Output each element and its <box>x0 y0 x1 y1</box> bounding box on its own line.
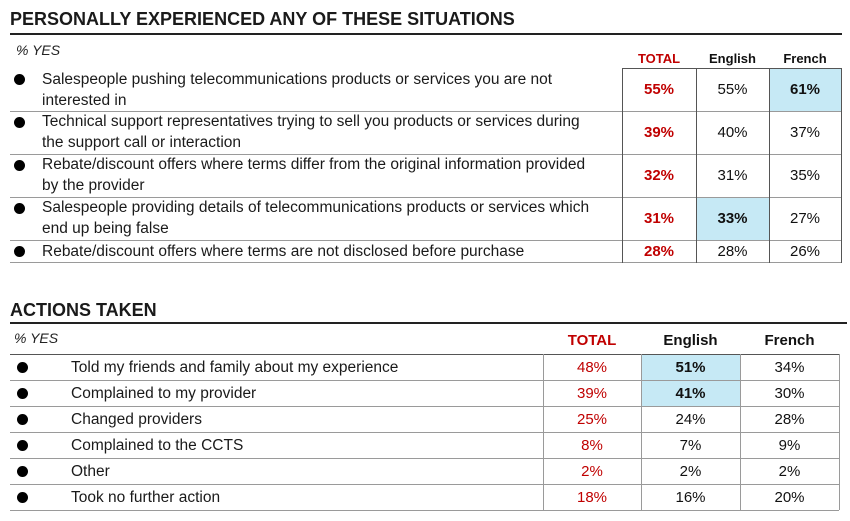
cell-total: 8% <box>581 436 603 454</box>
cell-french: 9% <box>778 436 801 454</box>
bullet <box>14 74 25 85</box>
row-label: Told my friends and family about my expe… <box>71 359 399 376</box>
table-rule <box>622 68 623 263</box>
cell-english: 51% <box>641 354 740 380</box>
row-label: Complained to the CCTS <box>71 437 244 454</box>
bullet <box>17 440 28 451</box>
cell-french: 26% <box>789 242 821 260</box>
yes-caption-experienced: % YES <box>16 42 61 58</box>
section-title-experienced: PERSONALLY EXPERIENCED ANY OF THESE SITU… <box>10 9 515 29</box>
bullet <box>17 388 28 399</box>
table-rule <box>10 510 839 511</box>
row-label: Took no further action <box>71 489 221 506</box>
cell-english: 40% <box>717 124 748 141</box>
col-header-total: TOTAL <box>567 332 617 349</box>
bullet <box>14 203 25 214</box>
section-title-actions: ACTIONS TAKEN <box>10 300 157 320</box>
table-rule <box>10 380 839 381</box>
row-label: Rebate/discount offers where terms are n… <box>42 243 525 260</box>
bullet <box>14 246 25 257</box>
bullet <box>17 492 28 503</box>
cell-french: 30% <box>774 384 805 402</box>
bullet <box>17 362 28 373</box>
cell-french: 34% <box>774 358 805 376</box>
table-rule <box>10 262 841 263</box>
cell-total: 32% <box>643 167 675 184</box>
cell-total: 55% <box>643 81 675 98</box>
bullet <box>14 160 25 171</box>
cell-french: 28% <box>774 410 805 428</box>
cell-total: 39% <box>643 124 675 141</box>
col-header-english: English <box>709 51 756 66</box>
cell-french: 37% <box>789 124 821 141</box>
bullet <box>17 414 28 425</box>
cell-total: 48% <box>576 358 608 376</box>
row-label: Salespeople pushing telecommunications p… <box>42 71 553 109</box>
cell-english: 2% <box>679 462 702 480</box>
table-rule <box>641 354 642 510</box>
table-rule <box>10 240 841 241</box>
bullet <box>14 117 25 128</box>
row-label: Rebate/discount offers where terms diffe… <box>42 156 586 194</box>
table-rule <box>740 354 741 510</box>
cell-french: 20% <box>774 488 805 506</box>
cell-french: 2% <box>778 462 801 480</box>
table-rule <box>10 432 839 433</box>
table-rule <box>696 68 697 263</box>
cell-total: 18% <box>576 488 608 506</box>
table-rule <box>10 458 839 459</box>
bullet <box>17 466 28 477</box>
table-rule <box>10 406 839 407</box>
cell-english: 31% <box>717 167 748 184</box>
cell-french: 35% <box>789 167 821 184</box>
cell-french: 61% <box>769 68 841 111</box>
section-rule-experienced <box>10 33 842 35</box>
table-rule <box>10 154 841 155</box>
table-rule <box>10 484 839 485</box>
col-header-english: English <box>663 332 718 349</box>
row-label: Technical support representatives trying… <box>42 113 580 151</box>
cell-english: 28% <box>717 242 748 260</box>
cell-total: 25% <box>576 410 608 428</box>
table-rule <box>10 111 841 112</box>
table-rule <box>622 68 841 69</box>
cell-english: 41% <box>641 380 740 406</box>
row-label: Salespeople providing details of telecom… <box>42 199 590 237</box>
col-header-french: French <box>764 332 815 349</box>
section-rule-actions <box>10 322 847 324</box>
table-rule <box>10 197 841 198</box>
cell-english: 33% <box>696 197 769 240</box>
table-rule <box>769 68 770 263</box>
yes-caption-actions: % YES <box>14 330 59 346</box>
cell-total: 39% <box>576 384 608 402</box>
row-label: Complained to my provider <box>71 385 257 402</box>
col-header-total: TOTAL <box>637 51 681 66</box>
row-label: Changed providers <box>71 411 202 428</box>
col-header-french: French <box>783 51 827 66</box>
table-rule <box>841 68 842 263</box>
cell-total: 28% <box>643 242 675 260</box>
cell-english: 24% <box>675 410 706 428</box>
cell-english: 7% <box>679 436 702 454</box>
cell-total: 2% <box>581 462 603 480</box>
cell-french: 27% <box>789 210 821 227</box>
cell-english: 55% <box>717 81 748 98</box>
table-rule <box>543 354 544 510</box>
table-rule <box>10 354 839 355</box>
table-rule <box>839 354 840 510</box>
cell-english: 16% <box>675 488 706 506</box>
cell-total: 31% <box>643 210 675 227</box>
row-label: Other <box>71 463 110 480</box>
